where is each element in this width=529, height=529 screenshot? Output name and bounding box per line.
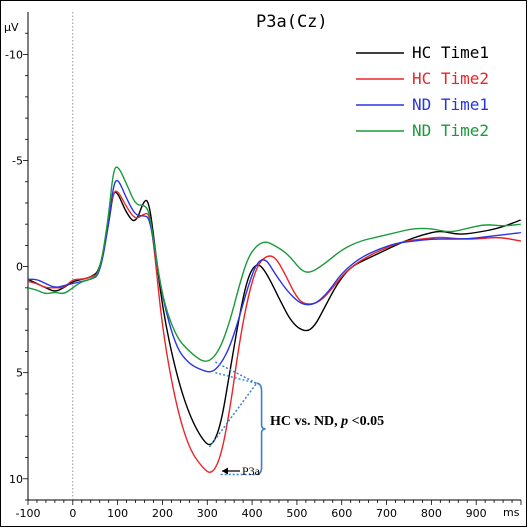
y-tick-label: -10 [5, 48, 23, 61]
chart-title: P3a(Cz) [256, 12, 328, 32]
y-unit-label: μV [4, 21, 19, 34]
x-tick-label: 900 [466, 507, 487, 520]
x-tick-label: 300 [197, 507, 218, 520]
x-tick-label: 600 [331, 507, 352, 520]
significance-brackets [208, 361, 266, 476]
series-line-nd-time2 [27, 166, 522, 362]
p3a-arrow-head [222, 467, 228, 475]
significance-label: HC vs. ND, p <0.05 [270, 414, 384, 429]
x-tick-label: 800 [421, 507, 442, 520]
x-unit-label: ms [503, 506, 520, 519]
x-tick-label: 500 [286, 507, 307, 520]
x-tick-label: 0 [69, 507, 76, 520]
p3a-label: P3a [242, 464, 261, 478]
x-tick-label: -100 [16, 507, 41, 520]
series-line-hc-time1 [27, 191, 522, 446]
significance-dotted-line [208, 382, 258, 448]
significance-dotted-line [215, 371, 257, 385]
legend-label: HC Time2 [412, 69, 489, 88]
legend-label: HC Time1 [412, 43, 489, 62]
x-tick-label: 400 [242, 507, 263, 520]
x-tick-label: 700 [376, 507, 397, 520]
series-lines [27, 166, 522, 473]
x-tick-label: 100 [107, 507, 128, 520]
comparison-text: HC vs. ND, [270, 414, 341, 429]
chart-axes [23, 12, 522, 505]
threshold-text: <0.05 [348, 414, 384, 429]
series-line-hc-time2 [27, 190, 522, 473]
x-tick-labels: -100 0 100 200 300 400 500 600 700 800 900 [16, 507, 487, 520]
x-tick-label: 200 [152, 507, 173, 520]
series-line-nd-time1 [27, 179, 522, 373]
y-tick-label: 5 [16, 367, 23, 380]
y-tick-label: -5 [12, 155, 23, 168]
legend-label: ND Time1 [412, 95, 489, 114]
y-tick-labels: -10 -5 0 5 10 [5, 48, 23, 485]
legend: HC Time1 HC Time2 ND Time1 ND Time2 [356, 43, 489, 140]
y-tick-label: 0 [16, 261, 23, 274]
legend-label: ND Time2 [412, 121, 489, 140]
p-symbol: p [340, 414, 348, 429]
p3a-pointer: P3a [222, 464, 261, 478]
significance-brace [256, 382, 266, 476]
y-tick-label: 10 [9, 473, 23, 486]
